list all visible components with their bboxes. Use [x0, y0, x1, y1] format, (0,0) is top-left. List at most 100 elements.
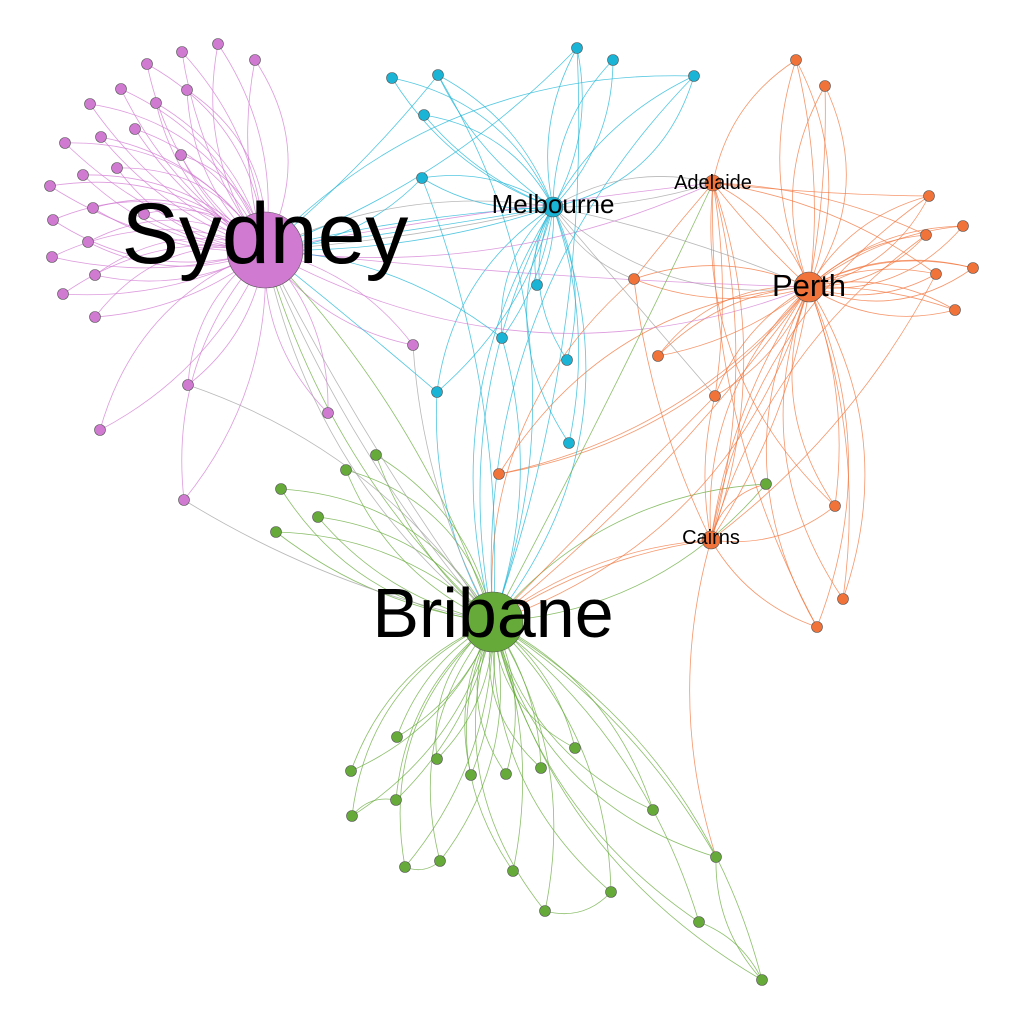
brisbane-leaf-node — [756, 974, 768, 986]
edge — [492, 395, 716, 623]
edge — [552, 47, 583, 208]
edge — [808, 225, 964, 288]
node-layer — [44, 38, 979, 986]
sydney-leaf-node — [59, 137, 71, 149]
melbourne-leaf-node — [432, 69, 444, 81]
edge — [264, 249, 494, 623]
edge — [710, 182, 737, 541]
edge — [710, 182, 745, 541]
edge — [544, 891, 612, 915]
brisbane-leaf-node — [431, 753, 443, 765]
edge — [710, 234, 927, 541]
sydney-leaf-node — [57, 288, 69, 300]
melbourne-leaf-node — [571, 42, 583, 54]
edge — [808, 85, 847, 288]
edge-layer — [49, 43, 974, 981]
edge — [264, 200, 554, 251]
brisbane-leaf-node — [270, 526, 282, 538]
edge — [808, 259, 974, 288]
melbourne-leaf-node — [688, 70, 700, 82]
edge — [492, 286, 810, 623]
perth-leaf-node — [628, 273, 640, 285]
melbourne-leaf-node — [431, 386, 443, 398]
edge — [472, 206, 554, 623]
melbourne-leaf-node — [418, 109, 430, 121]
hub-node-melbourne — [542, 196, 564, 218]
edge — [808, 195, 930, 288]
edge — [437, 74, 554, 208]
edge — [808, 286, 840, 507]
melbourne-leaf-node — [607, 54, 619, 66]
sydney-leaf-node — [150, 97, 162, 109]
edge — [264, 249, 810, 334]
edge — [712, 182, 937, 275]
edge — [704, 395, 716, 541]
edge — [404, 621, 494, 868]
edge — [475, 621, 546, 912]
brisbane-leaf-node — [569, 742, 581, 754]
edge — [436, 206, 554, 393]
edge — [633, 182, 714, 280]
edge — [492, 621, 717, 858]
edge — [492, 621, 700, 923]
sydney-leaf-node — [178, 494, 190, 506]
brisbane-leaf-node — [507, 865, 519, 877]
edge — [264, 249, 494, 623]
edge — [808, 286, 849, 628]
brisbane-leaf-node — [605, 886, 617, 898]
brisbane-leaf-node — [465, 769, 477, 781]
brisbane-leaf-node — [275, 483, 287, 495]
sydney-leaf-node — [175, 149, 187, 161]
edge — [808, 286, 866, 600]
sydney-leaf-node — [111, 162, 123, 174]
perth-leaf-node — [790, 54, 802, 66]
edge — [412, 344, 494, 623]
edge — [715, 856, 763, 981]
edge — [479, 206, 554, 623]
edge — [714, 286, 810, 397]
edge — [633, 265, 810, 288]
edge — [710, 505, 836, 543]
edge — [808, 281, 956, 311]
edge — [492, 621, 717, 858]
sydney-leaf-node — [212, 38, 224, 50]
hub-node-cairns — [701, 530, 721, 550]
sydney-leaf-node — [44, 180, 56, 192]
sydney-leaf-node — [47, 214, 59, 226]
hub-label-perth: Perth — [772, 268, 846, 303]
perth-leaf-node — [920, 229, 932, 241]
hub-node-brisbane — [462, 591, 524, 653]
brisbane-leaf-node — [390, 794, 402, 806]
sydney-leaf-node — [87, 202, 99, 214]
edge — [552, 206, 576, 361]
sydney-leaf-node — [176, 46, 188, 58]
edge — [492, 621, 700, 923]
edge — [552, 206, 635, 280]
melbourne-leaf-node — [416, 172, 428, 184]
perth-leaf-node — [837, 593, 849, 605]
edge — [709, 286, 810, 541]
edge — [492, 483, 767, 623]
edge — [808, 195, 930, 288]
edge — [808, 286, 956, 311]
edge — [351, 621, 494, 817]
edge — [689, 539, 717, 858]
melbourne-leaf-node — [386, 72, 398, 84]
brisbane-leaf-node — [399, 861, 411, 873]
sydney-leaf-node — [82, 236, 94, 248]
hub-label-adelaide: Adelaide — [674, 172, 752, 194]
edge — [552, 182, 714, 208]
edge — [183, 249, 266, 501]
edge — [492, 621, 555, 912]
hub-label-sydney: Sydney — [122, 186, 409, 282]
edge — [492, 206, 587, 623]
perth-leaf-node — [923, 190, 935, 202]
perth-leaf-node — [829, 500, 841, 512]
brisbane-leaf-node — [647, 804, 659, 816]
edge — [492, 337, 521, 623]
edge — [808, 267, 974, 302]
edge — [498, 286, 810, 475]
edge — [492, 621, 763, 981]
edge — [792, 85, 826, 288]
edge — [264, 249, 494, 623]
